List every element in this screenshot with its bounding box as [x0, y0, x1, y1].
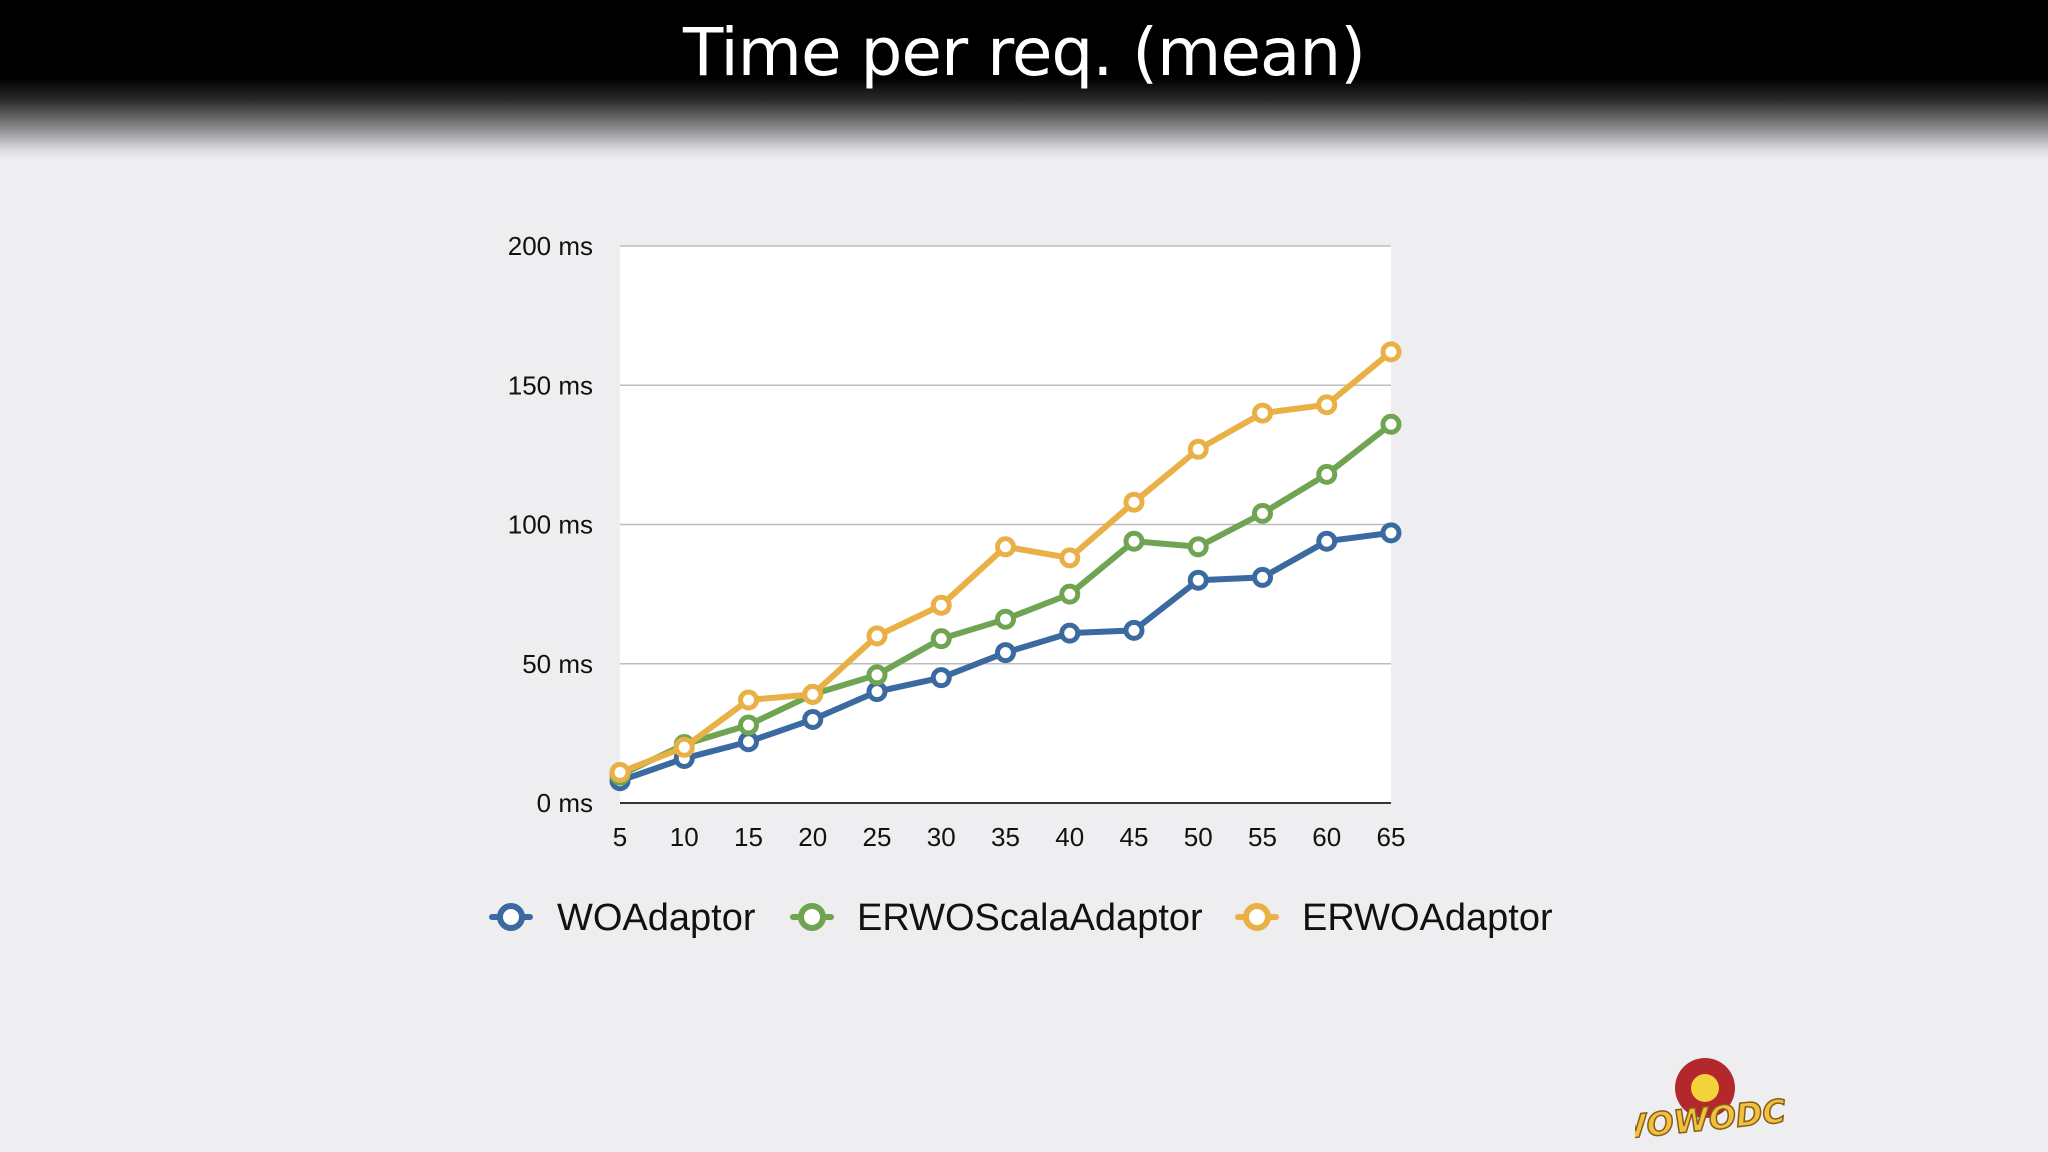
data-point-ERWOAdaptor — [609, 761, 631, 783]
legend-label: WOAdaptor — [557, 897, 756, 939]
title-bar — [0, 0, 2048, 160]
data-point-WOAdaptor — [930, 667, 952, 689]
data-point-ERWOAdaptor — [802, 683, 824, 705]
x-tick-label: 15 — [734, 822, 763, 852]
data-point-ERWOScalaAdaptor — [866, 664, 888, 686]
data-point-WOAdaptor — [995, 642, 1016, 664]
y-tick-label: 100 ms — [508, 510, 593, 540]
x-tick-label: 35 — [991, 822, 1020, 852]
data-point-ERWOAdaptor — [930, 594, 952, 616]
data-point-ERWOAdaptor — [1380, 341, 1402, 363]
data-point-ERWOScalaAdaptor — [1316, 463, 1338, 485]
legend-label: ERWOAdaptor — [1302, 897, 1553, 939]
data-point-WOAdaptor — [866, 681, 888, 703]
y-tick-label: 150 ms — [508, 370, 593, 400]
data-point-WOAdaptor — [1380, 522, 1402, 544]
x-tick-label: 45 — [1120, 822, 1149, 852]
data-point-ERWOAdaptor — [1316, 394, 1338, 416]
x-tick-label: 5 — [613, 822, 627, 852]
data-point-ERWOAdaptor — [866, 625, 888, 647]
data-point-WOAdaptor — [738, 731, 759, 753]
series-group — [609, 341, 1402, 792]
data-point-WOAdaptor — [1123, 619, 1145, 641]
legend-swatch-marker — [1243, 903, 1271, 931]
data-point-WOAdaptor — [1252, 566, 1273, 588]
data-point-ERWOAdaptor — [673, 736, 695, 758]
data-point-ERWOScalaAdaptor — [1059, 583, 1081, 605]
x-axis-tick-labels: 5 10 15 20 25 30 35 40 45 50 55 60 65 — [613, 822, 1406, 852]
wowodc-logo: WOWODC! — [1635, 1058, 1785, 1148]
x-tick-label: 60 — [1312, 822, 1341, 852]
legend-label: ERWOScalaAdaptor — [857, 897, 1203, 939]
gridlines — [620, 245, 1391, 804]
slide-title: Time per req. (mean) — [683, 14, 1366, 91]
x-tick-label: 30 — [927, 822, 956, 852]
legend: WOAdaptor ERWOScalaAdaptor ERWOAdaptor — [489, 897, 1553, 939]
x-tick-label: 65 — [1377, 822, 1406, 852]
data-point-ERWOAdaptor — [1187, 438, 1209, 460]
x-tick-label: 20 — [798, 822, 827, 852]
data-point-WOAdaptor — [1059, 622, 1081, 644]
data-point-ERWOScalaAdaptor — [1187, 536, 1209, 558]
x-tick-label: 25 — [863, 822, 892, 852]
data-point-ERWOScalaAdaptor — [1252, 502, 1273, 524]
x-tick-label: 40 — [1055, 822, 1084, 852]
x-tick-label: 55 — [1248, 822, 1277, 852]
y-tick-label: 200 ms — [508, 231, 593, 261]
legend-swatch-marker — [497, 903, 525, 931]
data-point-ERWOAdaptor — [1252, 402, 1273, 424]
y-tick-label: 0 ms — [537, 788, 593, 818]
data-point-ERWOScalaAdaptor — [930, 628, 952, 650]
data-point-ERWOScalaAdaptor — [1123, 530, 1145, 552]
data-point-ERWOAdaptor — [1059, 547, 1081, 569]
legend-swatch-marker — [798, 903, 826, 931]
data-point-WOAdaptor — [1316, 530, 1338, 552]
data-point-ERWOScalaAdaptor — [1380, 413, 1402, 435]
data-point-ERWOAdaptor — [738, 689, 759, 711]
data-point-WOAdaptor — [802, 708, 824, 730]
y-axis-tick-labels: 0 ms 50 ms 100 ms 150 ms 200 ms — [508, 231, 593, 818]
data-point-ERWOAdaptor — [1123, 491, 1145, 513]
y-tick-label: 50 ms — [522, 649, 593, 679]
x-tick-label: 50 — [1184, 822, 1213, 852]
x-tick-label: 10 — [670, 822, 699, 852]
svg-text:WOWODC!: WOWODC! — [1635, 1090, 1785, 1148]
data-point-ERWOScalaAdaptor — [738, 714, 759, 736]
data-point-ERWOScalaAdaptor — [995, 608, 1016, 630]
data-point-WOAdaptor — [1187, 569, 1209, 591]
data-point-ERWOAdaptor — [995, 536, 1016, 558]
